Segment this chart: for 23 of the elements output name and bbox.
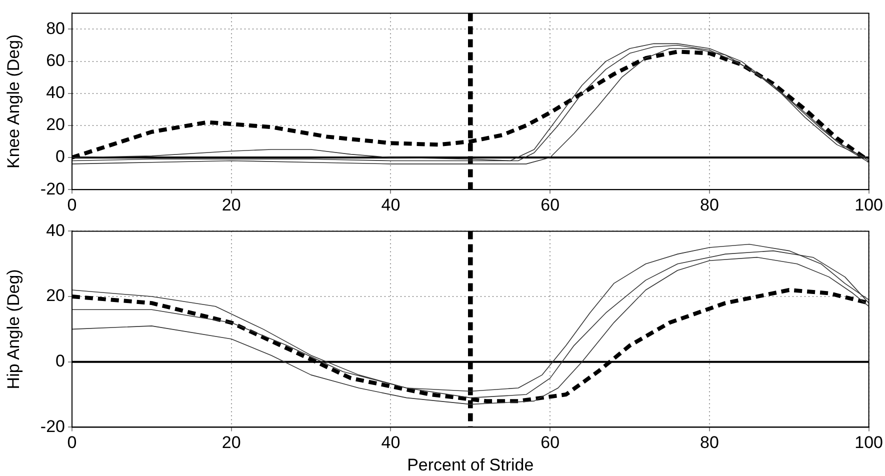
x-tick-label: 40	[381, 195, 400, 214]
x-axis-title: Percent of Stride	[407, 455, 534, 474]
x-tick-label: 80	[700, 195, 719, 214]
x-tick-label: 80	[700, 433, 719, 452]
y-tick-label: -20	[40, 179, 65, 198]
x-tick-label: 60	[540, 433, 560, 452]
x-tick-label: 20	[222, 433, 241, 452]
y-tick-label: 80	[46, 18, 65, 38]
y-axis-title: Hip Angle (Deg)	[4, 269, 23, 390]
y-axis-title: Knee Angle (Deg)	[4, 34, 23, 168]
x-tick-label: 60	[540, 195, 560, 214]
y-tick-label: 20	[46, 286, 65, 306]
y-tick-label: 0	[56, 147, 65, 166]
y-tick-label: -20	[40, 416, 65, 436]
y-tick-label: 40	[46, 220, 65, 240]
x-tick-label: 100	[854, 195, 884, 214]
y-tick-label: 0	[56, 352, 65, 371]
x-tick-label: 40	[381, 433, 400, 452]
x-tick-label: 100	[854, 433, 884, 452]
y-tick-label: 40	[46, 83, 65, 102]
y-tick-label: 60	[46, 50, 65, 70]
x-tick-label: 20	[222, 195, 241, 214]
y-tick-label: 20	[46, 115, 65, 134]
